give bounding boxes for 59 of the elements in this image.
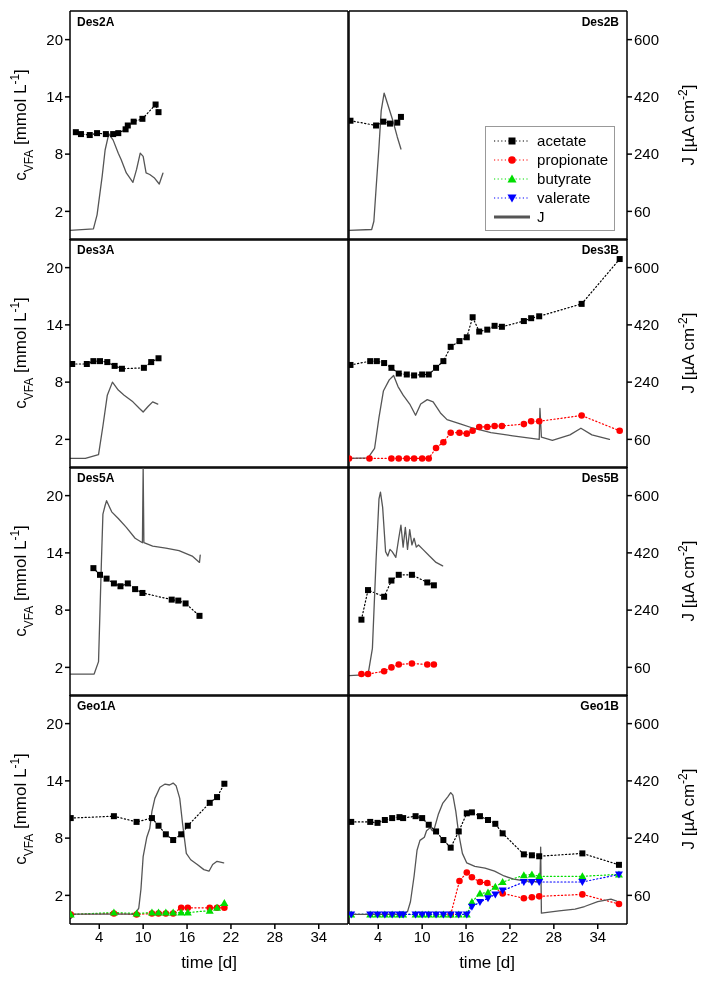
- y2-tick-label: 240: [634, 829, 660, 847]
- y-tick-label: 20: [46, 30, 63, 48]
- x-axis-title: time [d]: [181, 953, 237, 972]
- y2-tick-label: 600: [634, 30, 660, 48]
- x-tick-label: 4: [95, 927, 104, 945]
- y-tick-label: 20: [46, 258, 63, 276]
- x-tick-label: 28: [545, 927, 563, 945]
- chart-title: Des2B: [581, 15, 619, 29]
- y2-tick-label: 60: [634, 886, 651, 904]
- x-tick-label: 10: [134, 927, 152, 945]
- y-tick-label: 20: [46, 714, 63, 732]
- x-tick-label: 16: [178, 927, 196, 945]
- x-tick-label: 22: [501, 927, 519, 945]
- y-tick-label: 8: [54, 601, 63, 619]
- x-tick-label: 34: [310, 927, 328, 945]
- y2-tick-label: 420: [634, 772, 660, 790]
- chart-title: Geo1B: [580, 699, 619, 713]
- y-tick-label: 2: [54, 202, 63, 220]
- chart-title: Des5A: [77, 471, 115, 485]
- y-tick-label: 2: [54, 658, 63, 676]
- y2-tick-label: 240: [634, 145, 660, 163]
- chart-title: Des2A: [77, 15, 115, 29]
- x-tick-label: 34: [589, 927, 607, 945]
- y-tick-label: 2: [54, 430, 63, 448]
- x-axis-title: time [d]: [459, 953, 515, 972]
- y-tick-label: 14: [46, 88, 63, 106]
- chart-title: Des5B: [581, 471, 619, 485]
- y-tick-label: 8: [54, 145, 63, 163]
- chart-title: Des3A: [77, 243, 115, 257]
- x-tick-label: 16: [457, 927, 475, 945]
- y2-tick-label: 600: [634, 258, 660, 276]
- y2-tick-label: 60: [634, 430, 651, 448]
- chart-title: Des3B: [581, 243, 619, 257]
- y-tick-label: 2: [54, 886, 63, 904]
- y2-tick-label: 600: [634, 486, 660, 504]
- legend-label: valerate: [537, 189, 591, 206]
- legend-label: J: [537, 208, 545, 225]
- x-tick-label: 28: [266, 927, 284, 945]
- y2-tick-label: 240: [634, 601, 660, 619]
- legend-label: butyrate: [537, 170, 592, 187]
- y2-tick-label: 60: [634, 202, 651, 220]
- y2-tick-label: 420: [634, 544, 660, 562]
- x-tick-label: 10: [413, 927, 431, 945]
- y2-tick-label: 420: [634, 88, 660, 106]
- legend-label: propionate: [537, 151, 608, 168]
- x-tick-label: 22: [222, 927, 240, 945]
- y-tick-label: 14: [46, 316, 63, 334]
- y2-tick-label: 600: [634, 714, 660, 732]
- y-tick-label: 20: [46, 486, 63, 504]
- y-tick-label: 14: [46, 544, 63, 562]
- y2-tick-label: 420: [634, 316, 660, 334]
- x-tick-label: 4: [374, 927, 383, 945]
- y-tick-label: 8: [54, 829, 63, 847]
- y-tick-label: 8: [54, 373, 63, 391]
- chart-title: Geo1A: [77, 699, 116, 713]
- y2-tick-label: 60: [634, 658, 651, 676]
- y-tick-label: 14: [46, 772, 63, 790]
- y2-tick-label: 240: [634, 373, 660, 391]
- legend-label: acetate: [537, 132, 587, 149]
